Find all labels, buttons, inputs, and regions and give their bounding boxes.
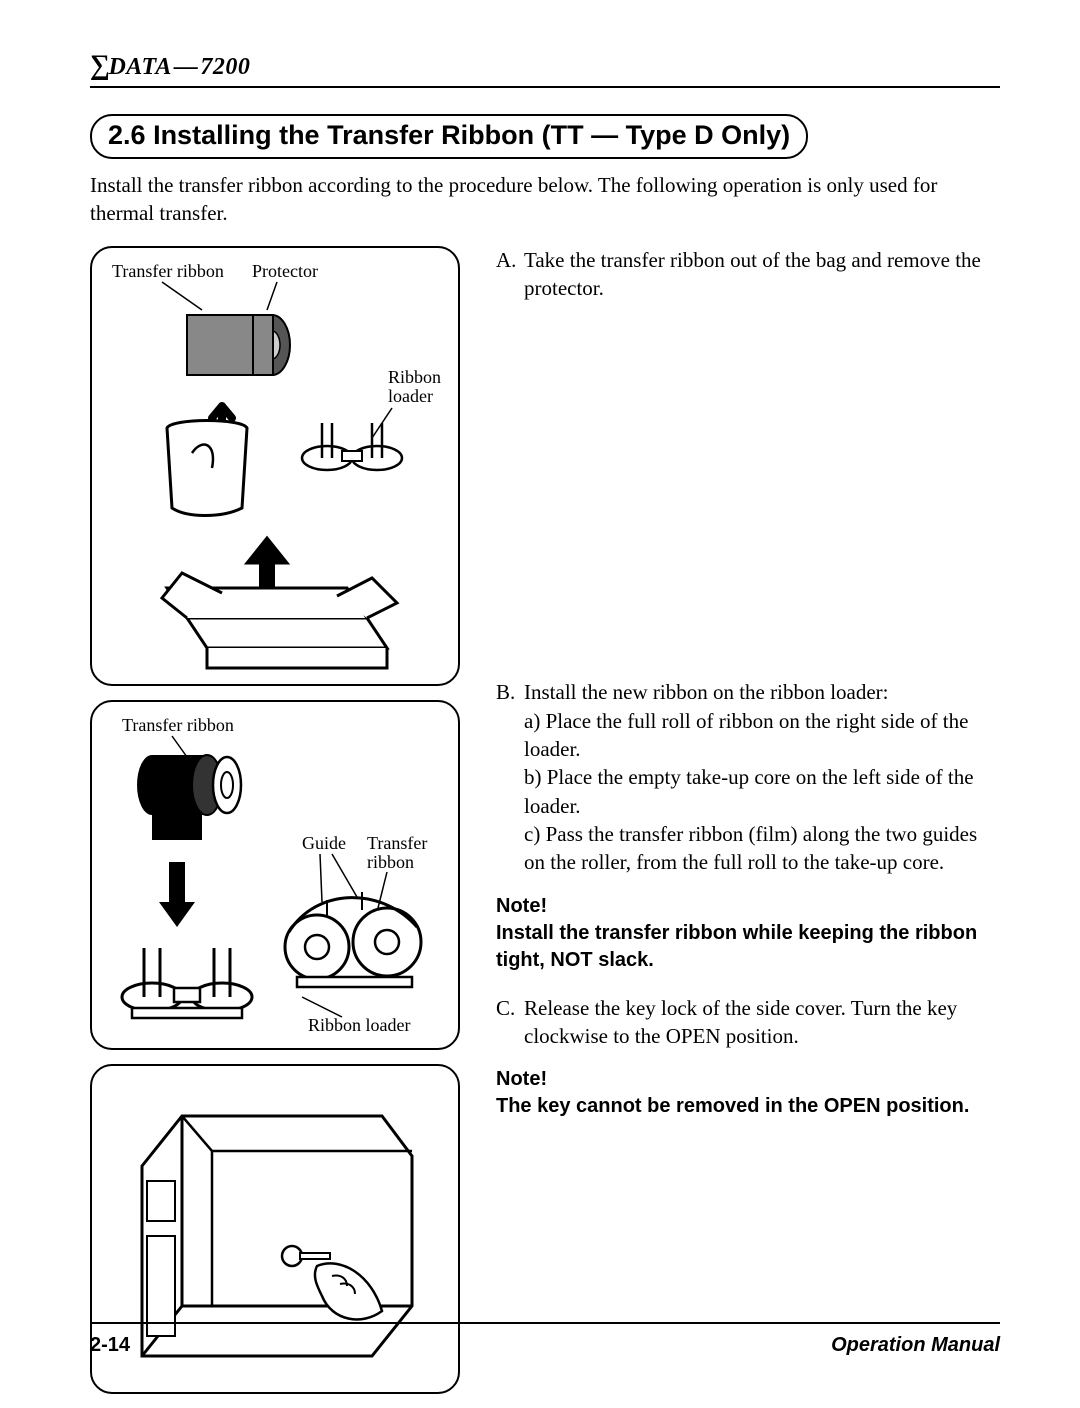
section-heading-wrap: 2.6 Installing the Transfer Ribbon (TT —…: [90, 114, 1000, 171]
section-title-text: Installing the Transfer Ribbon (TT — Typ…: [153, 120, 790, 150]
content-columns: Transfer ribbon Protector Ribbon loader: [90, 246, 1000, 1408]
step-b-c: c) Pass the transfer ribbon (film) along…: [524, 820, 1000, 877]
figure-unpack-ribbon: Transfer ribbon Protector Ribbon loader: [90, 246, 460, 686]
figure-install-ribbon: Transfer ribbon Guide Transfer ribbon Ri…: [90, 700, 460, 1050]
figures-column: Transfer ribbon Protector Ribbon loader: [90, 246, 460, 1408]
step-b: B. Install the new ribbon on the ribbon …: [496, 678, 1000, 876]
note-2: Note! The key cannot be removed in the O…: [496, 1066, 1000, 1120]
note-2-title: Note!: [496, 1066, 1000, 1093]
step-b-a: a) Place the full roll of ribbon on the …: [524, 707, 1000, 764]
intro-paragraph: Install the transfer ribbon according to…: [90, 171, 1000, 228]
section-heading: 2.6 Installing the Transfer Ribbon (TT —…: [90, 114, 808, 159]
manual-title: Operation Manual: [831, 1334, 1000, 1357]
brand-logo: ∑ DATA — 7200: [90, 50, 250, 82]
step-b-b: b) Place the empty take-up core on the l…: [524, 763, 1000, 820]
page-number: 2-14: [90, 1334, 130, 1357]
step-c-text: Release the key lock of the side cover. …: [524, 994, 1000, 1051]
brand-text: DATA: [108, 54, 171, 81]
step-a-text: Take the transfer ribbon out of the bag …: [524, 246, 1000, 303]
instructions-column: A. Take the transfer ribbon out of the b…: [496, 246, 1000, 1408]
section-number: 2.6: [108, 120, 146, 150]
step-b-letter: B.: [496, 678, 524, 876]
note-1: Note! Install the transfer ribbon while …: [496, 893, 1000, 974]
model-number: 7200: [200, 54, 250, 81]
page-header: ∑ DATA — 7200: [90, 50, 1000, 88]
note-2-body: The key cannot be removed in the OPEN po…: [496, 1093, 1000, 1120]
step-c-letter: C.: [496, 994, 524, 1051]
page-footer: 2-14 Operation Manual: [90, 1322, 1000, 1357]
note-1-title: Note!: [496, 893, 1000, 920]
step-a-letter: A.: [496, 246, 524, 303]
step-b-body: Install the new ribbon on the ribbon loa…: [524, 678, 1000, 876]
step-c: C. Release the key lock of the side cove…: [496, 994, 1000, 1051]
spacer: [496, 308, 1000, 678]
step-b-intro: Install the new ribbon on the ribbon loa…: [524, 678, 1000, 706]
note-1-body: Install the transfer ribbon while keepin…: [496, 920, 1000, 974]
step-a: A. Take the transfer ribbon out of the b…: [496, 246, 1000, 303]
brand-dash: —: [174, 54, 199, 81]
